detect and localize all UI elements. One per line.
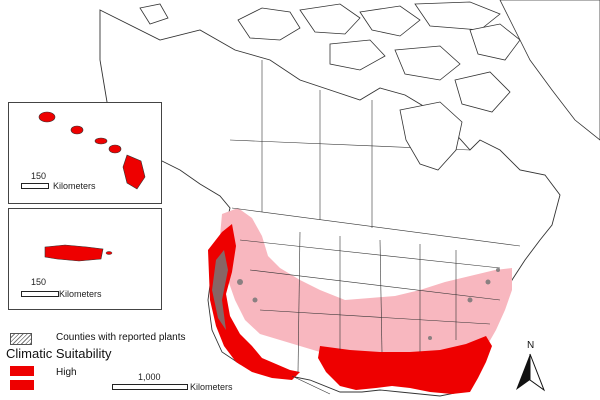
main-scale-bar [112,384,188,390]
hawaii-scale-unit: Kilometers [53,181,96,191]
moderate-suitability-zone [220,208,512,362]
puerto-rico-inset: 150 Kilometers [8,208,162,310]
pr-scale-bar [21,291,59,297]
high-swatch [10,366,34,376]
pr-scale-value: 150 [31,277,47,287]
counties-label: Counties with reported plants [56,332,186,343]
main-scale-unit: Kilometers [190,382,233,392]
hawaii-scale-bar [21,183,49,189]
pr-scale-unit: Kilometers [59,289,102,299]
puerto-rico-map [44,244,113,262]
high-label: High [56,367,77,378]
high-suitability-zone [208,224,492,394]
high-swatch-lower [10,380,34,390]
hudson-bay [399,101,463,171]
legend-title: Climatic Suitability [6,346,112,361]
main-scale-value: 1,000 [138,372,161,382]
north-label: N [527,340,535,351]
north-arrow: N [512,340,552,392]
hawaii-inset: 150 Kilometers [8,102,162,204]
arctic-islands [139,1,521,113]
greenland [499,0,600,141]
hawaii-map [38,111,146,190]
reported-counties [212,250,500,340]
north-arrow-icon [516,353,546,392]
hawaii-scale-value: 150 [31,171,47,181]
counties-swatch [10,333,32,345]
